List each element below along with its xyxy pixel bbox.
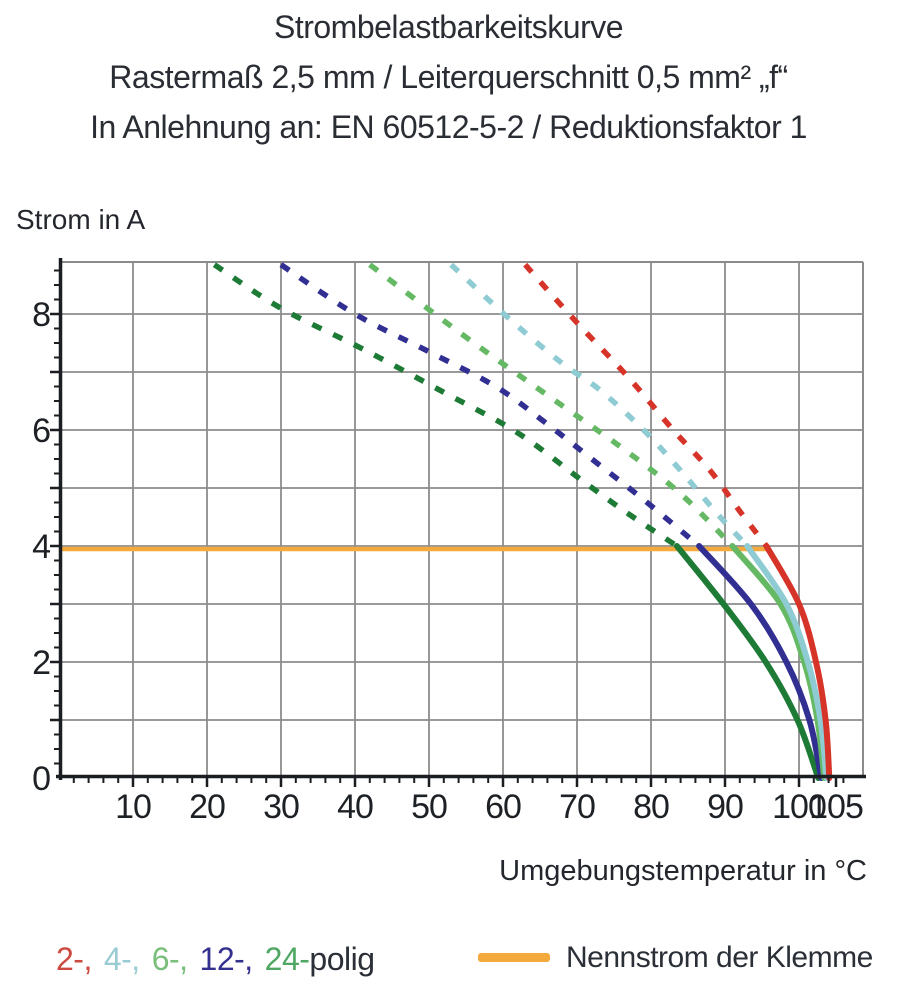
nominal-current-line-swatch [478, 952, 550, 962]
x-tick-label: 20 [189, 788, 225, 826]
series-2-polig-dashed [523, 262, 769, 548]
x-tick-label: 60 [485, 788, 521, 826]
series-4-polig-solid [744, 543, 830, 781]
series-4-polig-dashed [449, 262, 750, 548]
chart-title-block: Strombelastbarkeitskurve Rastermaß 2,5 m… [0, 2, 897, 152]
series-12-polig-solid [696, 543, 825, 781]
legend-pole-counts: 2-, 4-, 6-, 12-, 24-polig [56, 941, 375, 978]
x-tick-label: 70 [559, 788, 595, 826]
series-24-polig-dashed [212, 262, 679, 549]
x-tick-label: 105 [809, 788, 863, 826]
legend-item-6-polig: 6-, [151, 941, 188, 977]
legend-item-12-polig: 12-, [199, 941, 254, 977]
y-tick-label: 6 [32, 412, 50, 450]
legend-item-2-polig: 2-, [56, 941, 92, 977]
chart-title-line1: Strombelastbarkeitskurve [273, 9, 624, 45]
y-tick-label: 8 [32, 296, 50, 334]
legend-item-24-polig: 24- [264, 941, 310, 977]
series-2-polig-solid [763, 543, 833, 781]
x-tick-label: 30 [263, 788, 299, 826]
legend-suffix-polig: polig [309, 941, 375, 977]
series-12-polig-dashed [279, 262, 701, 549]
legend-nominal-current: Nennstrom der Klemme [478, 941, 873, 975]
x-tick-label: 100 [772, 788, 826, 826]
chart-title-line3: In Anlehnung an: EN 60512-5-2 / Reduktio… [90, 109, 807, 145]
x-tick-label: 90 [707, 788, 743, 826]
nominal-current-label: Nennstrom der Klemme [566, 941, 873, 974]
chart-title-line2: Rastermaß 2,5 mm / Leiterquerschnitt 0,5… [109, 59, 788, 95]
y-tick-label: 4 [32, 528, 50, 566]
x-tick-label: 80 [633, 788, 669, 826]
y-axis-title: Strom in A [16, 204, 146, 235]
x-tick-label: 10 [115, 788, 151, 826]
x-axis-title: Umgebungstemperatur in °C [499, 855, 867, 887]
series-24-polig-solid [673, 543, 822, 781]
y-tick-label: 0 [32, 760, 50, 798]
y-tick-label: 2 [32, 644, 50, 682]
x-tick-label: 50 [411, 788, 447, 826]
series-6-polig-dashed [368, 262, 735, 548]
x-tick-label: 40 [337, 788, 373, 826]
legend-item-4-polig: 4-, [103, 941, 140, 977]
